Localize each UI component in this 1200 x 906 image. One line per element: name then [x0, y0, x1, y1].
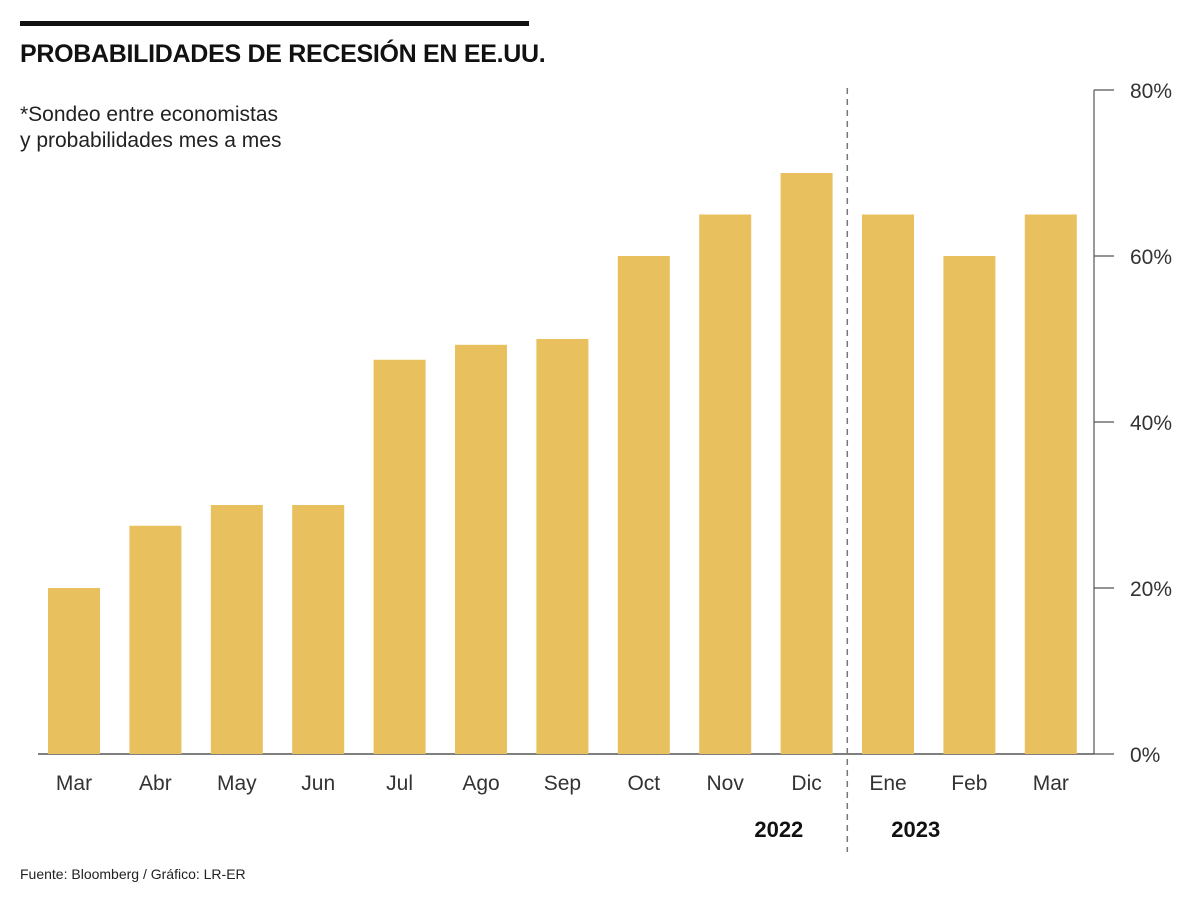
source-note: Fuente: Bloomberg / Gráfico: LR-ER	[20, 866, 246, 882]
x-tick-label: Oct	[627, 772, 660, 795]
bar	[48, 588, 100, 754]
bar	[292, 505, 345, 754]
bar	[455, 344, 507, 754]
x-tick-label: Dic	[791, 772, 821, 795]
bar	[536, 339, 589, 754]
x-tick-label: Sep	[544, 772, 581, 795]
year-label-2022: 2022	[754, 817, 803, 842]
x-tick-label: Jul	[386, 772, 413, 795]
chart-subtitle: *Sondeo entre economistas y probabilidad…	[20, 102, 281, 154]
x-tick-label: Jun	[301, 772, 335, 795]
x-tick-label: Abr	[139, 772, 172, 795]
bar	[1024, 214, 1077, 754]
x-tick-label: Feb	[951, 772, 987, 795]
bar	[780, 173, 833, 754]
bar	[129, 525, 182, 754]
bar	[373, 359, 426, 754]
subtitle-line-2: y probabilidades mes a mes	[20, 129, 282, 152]
subtitle-line-1: *Sondeo entre economistas	[20, 103, 278, 126]
x-tick-label: Ago	[462, 772, 499, 795]
chart-title: PROBABILIDADES DE RECESIÓN EN EE.UU.	[20, 40, 546, 68]
x-tick-label: Nov	[707, 772, 745, 795]
y-tick-label: 0%	[1130, 744, 1160, 767]
year-label-2023: 2023	[891, 817, 940, 842]
bar	[617, 256, 670, 754]
bar	[943, 256, 996, 754]
x-tick-label: Mar	[1033, 772, 1069, 795]
bar	[862, 214, 914, 754]
y-tick-label: 80%	[1130, 80, 1172, 103]
title-rule	[20, 21, 529, 26]
x-tick-label: Mar	[56, 772, 92, 795]
bar	[699, 214, 752, 754]
x-tick-label: May	[217, 772, 257, 795]
y-tick-label: 20%	[1130, 578, 1172, 601]
y-tick-label: 40%	[1130, 412, 1172, 435]
y-tick-label: 60%	[1130, 246, 1172, 269]
bar	[210, 505, 263, 754]
x-tick-label: Ene	[869, 772, 906, 795]
